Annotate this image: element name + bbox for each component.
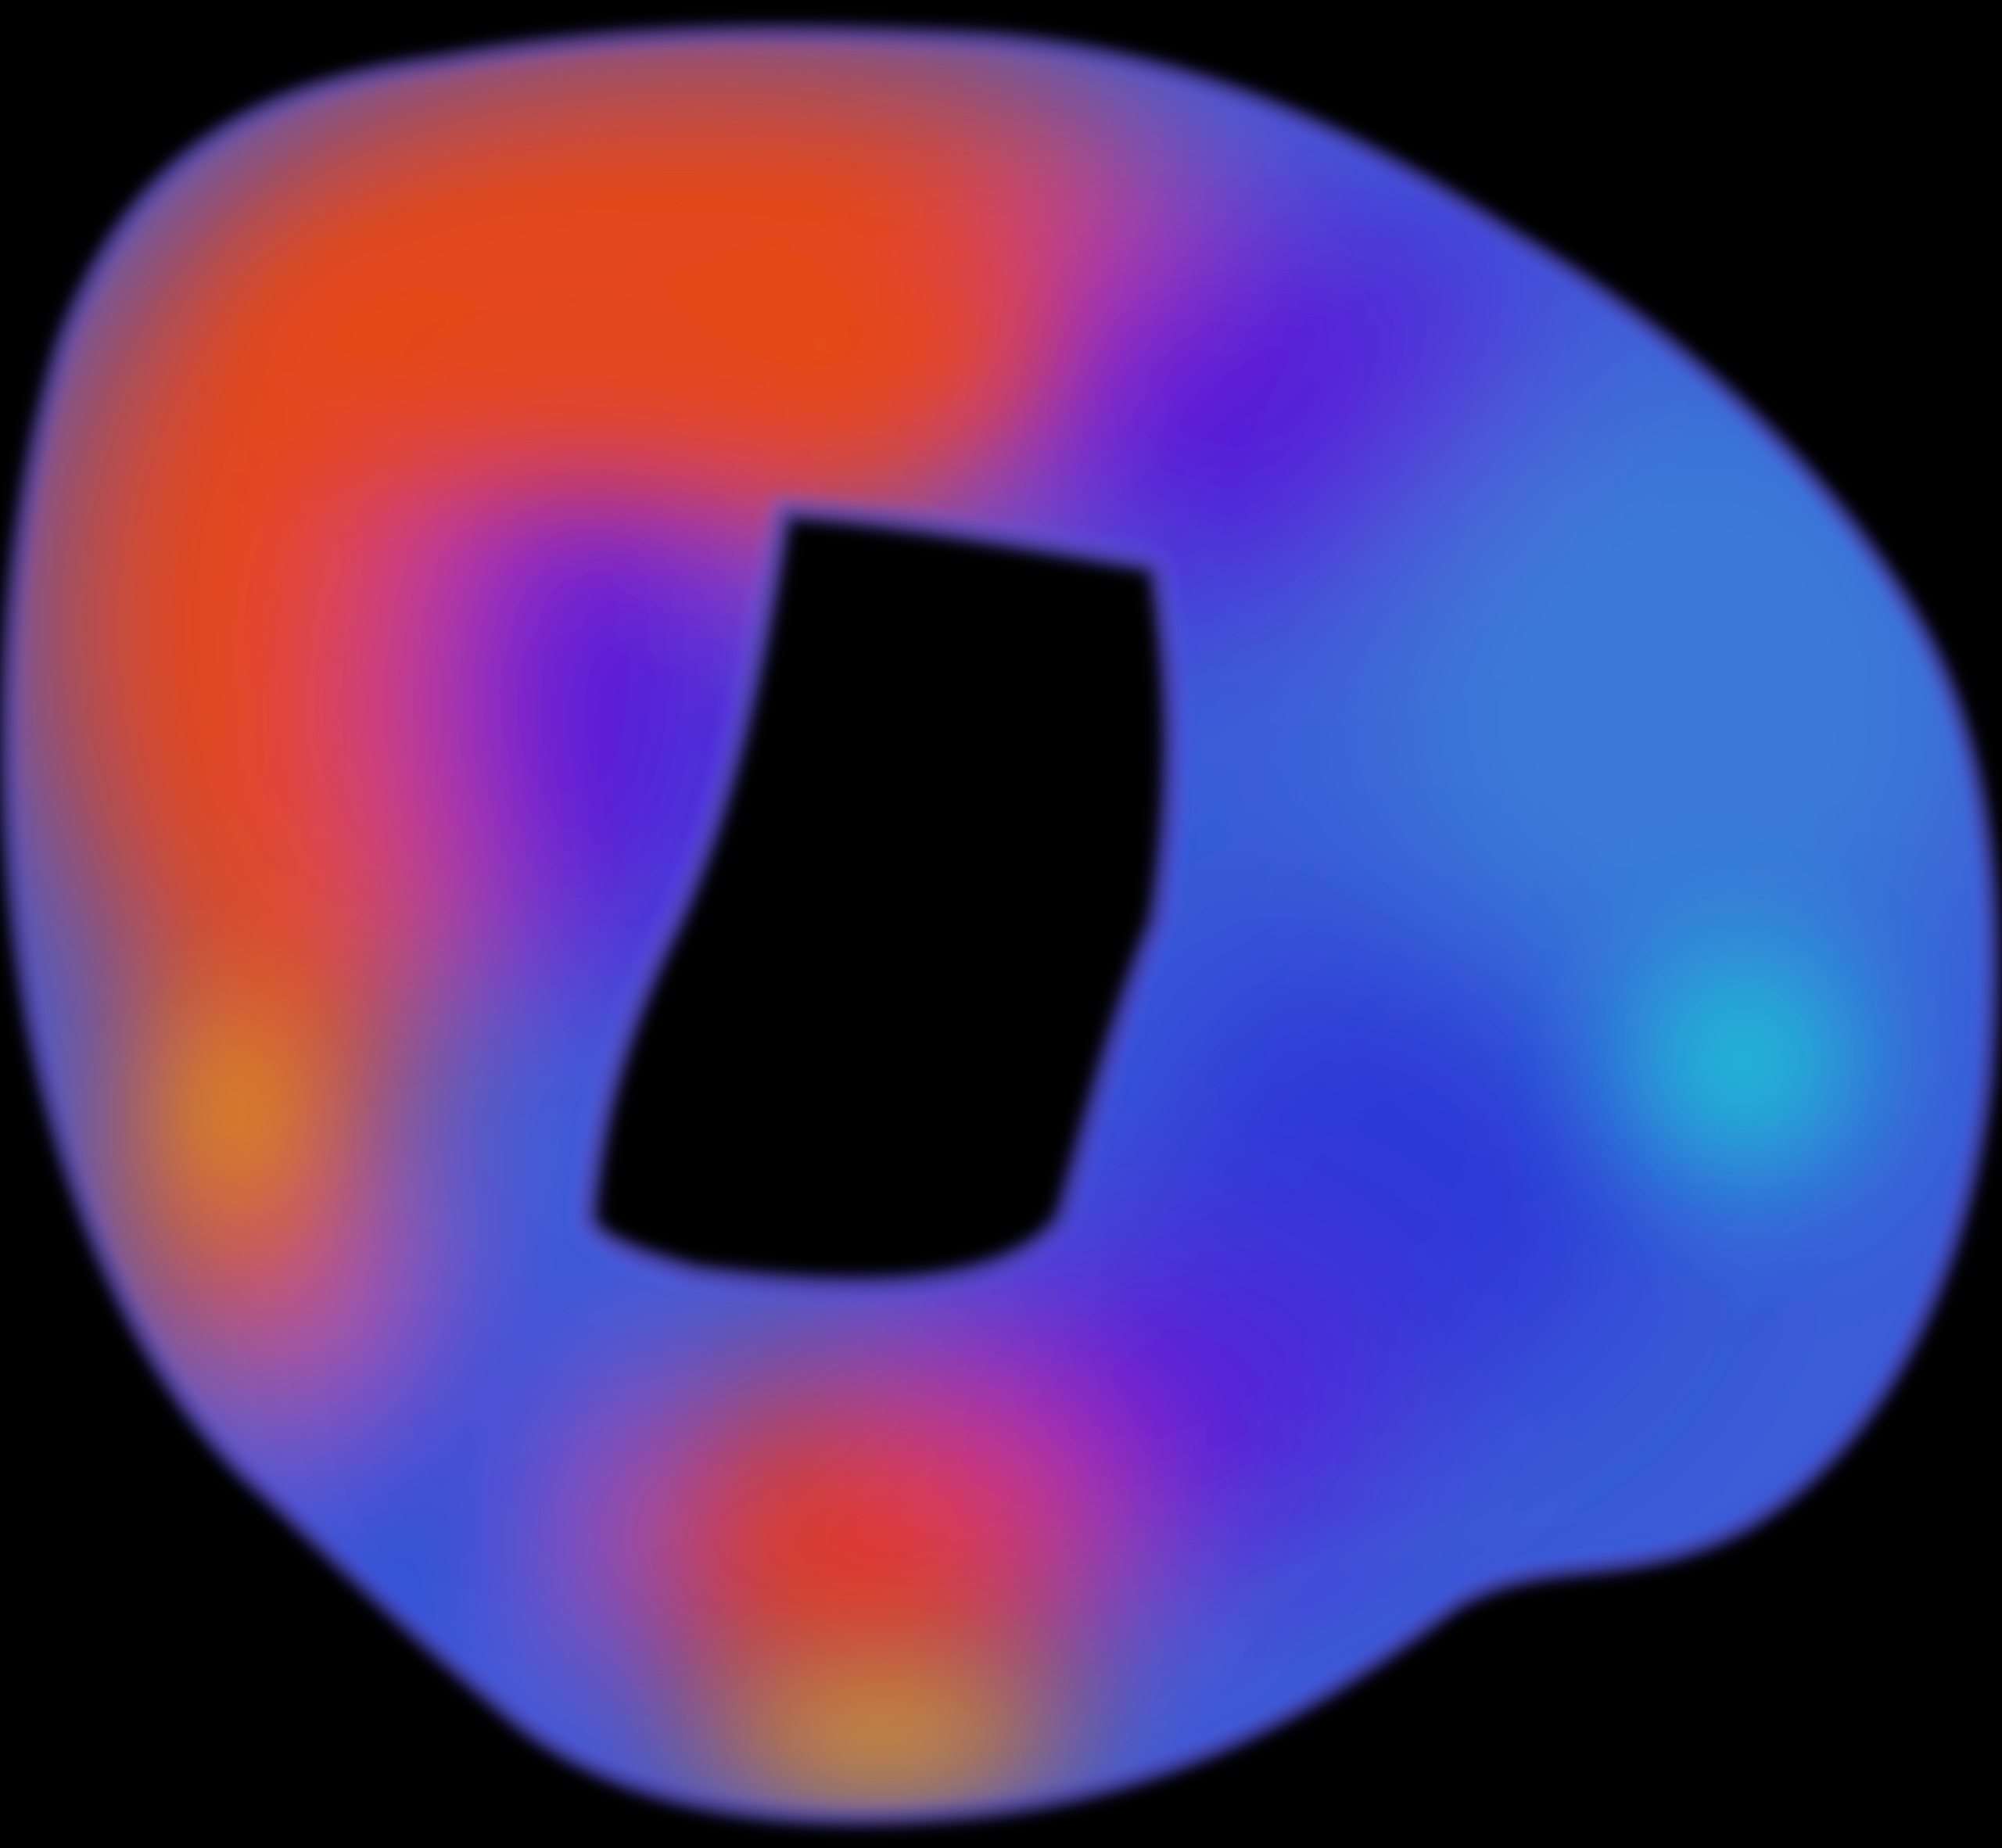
canvas [0, 23, 2000, 1827]
torus-blob-graphic [0, 23, 2000, 1827]
